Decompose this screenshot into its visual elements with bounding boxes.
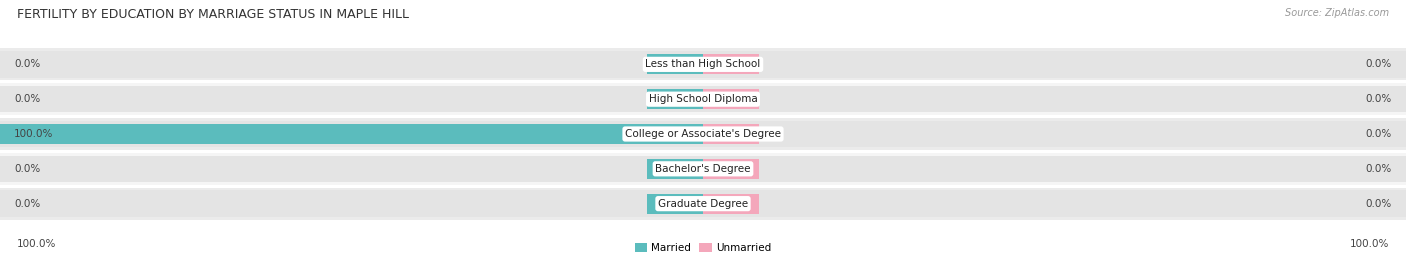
Text: 0.0%: 0.0%: [1365, 199, 1392, 209]
Bar: [647, 89, 703, 109]
Legend: Married, Unmarried: Married, Unmarried: [630, 239, 776, 258]
Bar: [647, 194, 703, 214]
Text: High School Diploma: High School Diploma: [648, 94, 758, 104]
Text: 0.0%: 0.0%: [14, 164, 41, 174]
Bar: [647, 54, 703, 74]
Bar: [703, 159, 759, 179]
Bar: [0, 86, 1406, 112]
Bar: [0, 124, 703, 144]
Text: Source: ZipAtlas.com: Source: ZipAtlas.com: [1285, 8, 1389, 18]
Text: Less than High School: Less than High School: [645, 59, 761, 69]
Bar: [0, 191, 1406, 217]
Text: 0.0%: 0.0%: [14, 94, 41, 104]
Text: 0.0%: 0.0%: [1365, 94, 1392, 104]
Text: Bachelor's Degree: Bachelor's Degree: [655, 164, 751, 174]
Text: 100.0%: 100.0%: [1350, 239, 1389, 249]
Text: 0.0%: 0.0%: [1365, 59, 1392, 69]
Bar: [703, 54, 759, 74]
Text: 0.0%: 0.0%: [1365, 129, 1392, 139]
Text: Graduate Degree: Graduate Degree: [658, 199, 748, 209]
Text: FERTILITY BY EDUCATION BY MARRIAGE STATUS IN MAPLE HILL: FERTILITY BY EDUCATION BY MARRIAGE STATU…: [17, 8, 409, 21]
Text: 0.0%: 0.0%: [1365, 164, 1392, 174]
Bar: [0, 156, 1406, 182]
Text: 100.0%: 100.0%: [17, 239, 56, 249]
Text: 0.0%: 0.0%: [14, 199, 41, 209]
Bar: [703, 124, 759, 144]
Text: 100.0%: 100.0%: [14, 129, 53, 139]
Bar: [703, 89, 759, 109]
Text: College or Associate's Degree: College or Associate's Degree: [626, 129, 780, 139]
Bar: [0, 51, 1406, 77]
Bar: [703, 194, 759, 214]
Text: 0.0%: 0.0%: [14, 59, 41, 69]
Bar: [0, 121, 1406, 147]
Bar: [647, 159, 703, 179]
